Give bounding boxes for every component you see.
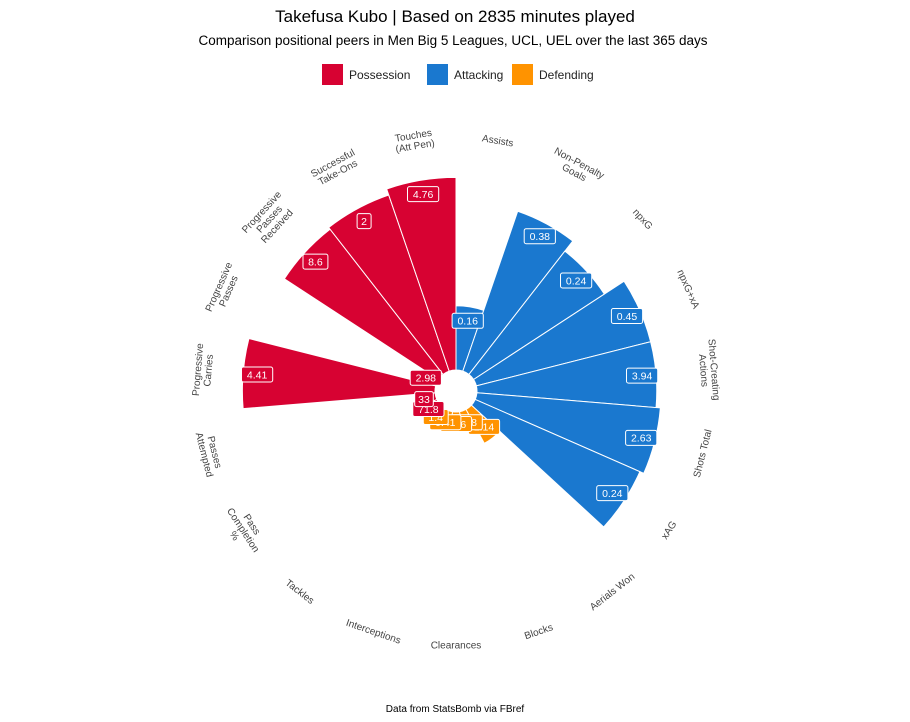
category-label-npxg: npxG: [630, 207, 654, 232]
value-label-shots-total: 2.63: [631, 433, 652, 445]
category-label-non-penalty-goals: Non-PenaltyGoals: [547, 146, 606, 191]
value-box-npxg: [560, 272, 593, 289]
category-label-interceptions: Interceptions: [344, 618, 402, 647]
value-label-xag: 0.24: [602, 488, 623, 500]
legend: Possession Attacking Defending: [322, 64, 594, 85]
legend-label-possession: Possession: [349, 68, 410, 82]
value-box-xag: [596, 485, 629, 502]
value-box-passes-attempted: [414, 391, 434, 408]
value-label-shot-creating-actions: 3.94: [632, 370, 653, 382]
value-label-npxg-xa: 0.45: [617, 311, 638, 323]
category-label-shot-creating-actions: Shot-CreatingActions: [695, 338, 722, 401]
category-label-npxg-xa: npxG+xA: [674, 268, 701, 311]
value-label-progressive-passes-received: 8.6: [308, 256, 323, 268]
category-label-xag: xAG: [660, 519, 680, 541]
legend-label-defending: Defending: [539, 68, 594, 82]
value-box-progressive-passes-received: [302, 253, 329, 270]
value-box-touches-att-pen: [407, 186, 440, 203]
legend-swatch-attacking: [427, 64, 448, 85]
value-box-progressive-carries: [241, 366, 274, 383]
legend-swatch-defending: [512, 64, 533, 85]
value-label-progressive-passes: 2.98: [416, 373, 437, 385]
wedge-layer: [241, 176, 661, 528]
value-label-successful-take-ons: 2: [361, 216, 367, 228]
value-box-assists: [451, 312, 484, 329]
value-label-assists: 0.16: [457, 316, 478, 328]
value-label-touches-att-pen: 4.76: [413, 189, 434, 201]
chart-caption: Data from StatsBomb via FBref: [386, 704, 525, 715]
category-label-touches-att-pen: Touches(Att Pen): [393, 128, 435, 156]
category-label-progressive-passes-received: ProgressivePassesReceived: [240, 189, 300, 250]
category-label-passes-attempted: PassesAttempted: [193, 429, 225, 479]
category-label-assists: Assists: [481, 133, 514, 149]
value-label-passes-attempted: 33: [418, 394, 430, 406]
value-labels: 0.160.380.240.453.942.630.241.140.480.16…: [241, 186, 659, 502]
category-label-aerials-won: Aerials Won: [588, 571, 637, 613]
legend-swatch-possession: [322, 64, 343, 85]
category-label-progressive-passes: ProgressivePasses: [204, 260, 245, 317]
legend-label-attacking: Attacking: [454, 68, 503, 82]
center-hole: [435, 370, 477, 412]
value-box-successful-take-ons: [356, 213, 372, 230]
value-label-progressive-carries: 4.41: [247, 369, 268, 381]
category-label-progressive-carries: ProgressiveCarries: [191, 342, 217, 397]
value-box-non-penalty-goals: [523, 228, 556, 245]
category-label-successful-take-ons: SuccessfulTake-Ons: [309, 147, 362, 189]
value-label-npxg: 0.24: [566, 275, 587, 287]
value-label-non-penalty-goals: 0.38: [530, 231, 551, 243]
category-label-shots-total: Shots Total: [692, 428, 715, 478]
chart-subtitle: Comparison positional peers in Men Big 5…: [198, 33, 707, 48]
category-label-pass-completion: PassCompletion%: [215, 501, 269, 561]
value-box-progressive-passes: [409, 369, 442, 386]
category-label-blocks: Blocks: [523, 622, 554, 642]
value-box-npxg-xa: [610, 308, 644, 324]
chart-title: Takefusa Kubo | Based on 2835 minutes pl…: [275, 7, 635, 26]
category-label-tackles: Tackles: [283, 578, 316, 607]
category-label-clearances: Clearances: [431, 641, 482, 652]
value-box-shot-creating-actions: [626, 367, 659, 384]
value-box-shots-total: [625, 429, 658, 446]
